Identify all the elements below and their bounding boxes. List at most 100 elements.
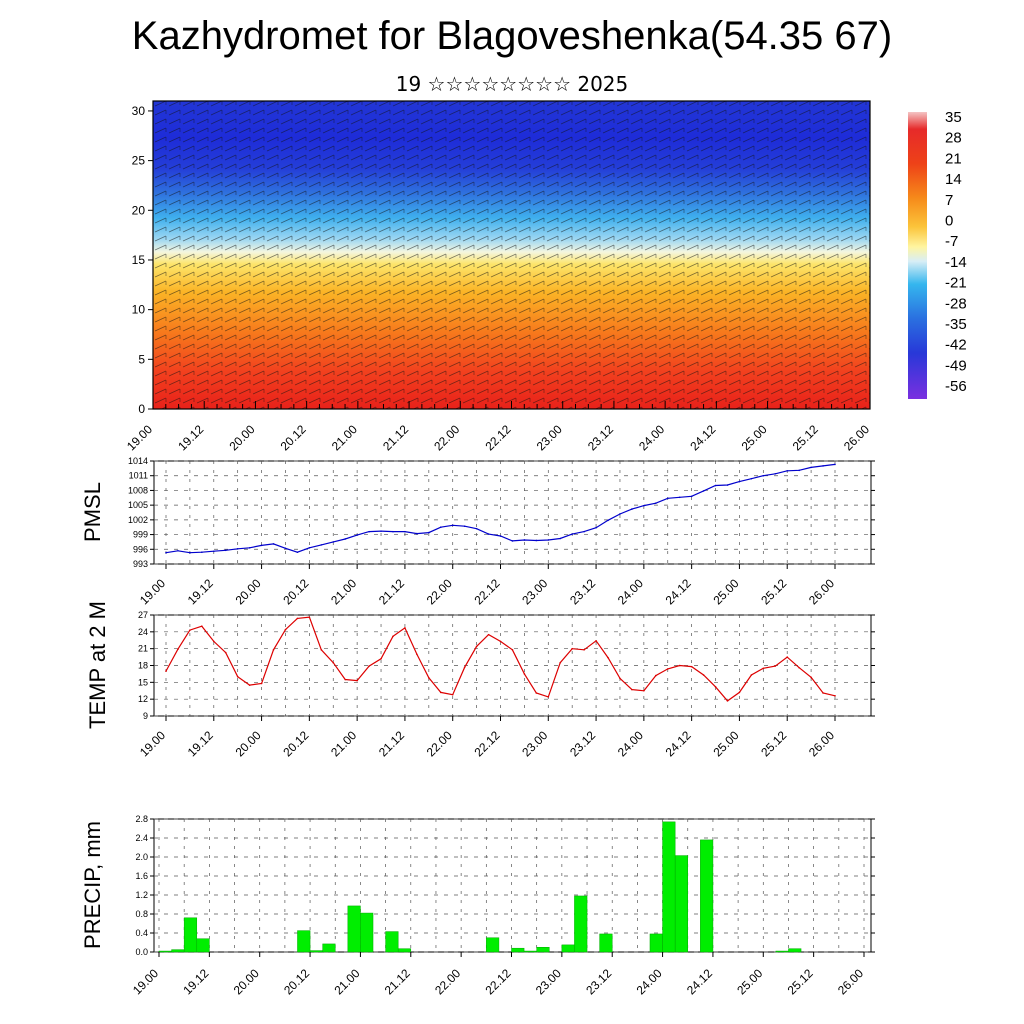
cross-section-ytick-label: 30	[132, 104, 146, 118]
temp-data-point	[439, 691, 442, 694]
precip-frame	[153, 818, 872, 953]
colorbar-label: 35	[945, 109, 962, 126]
temp-ytick-label: 18	[138, 661, 148, 671]
precip-xtick-label: 19.00	[130, 966, 161, 997]
temp-data-point	[224, 651, 227, 654]
temp-xtick-label: 23.00	[519, 728, 550, 759]
pmsl-data-point	[236, 547, 239, 550]
precip-ytick-label: 0.4	[135, 928, 148, 938]
temp-ytick-label: 9	[143, 711, 148, 721]
pmsl-data-point	[607, 519, 609, 522]
pmsl-ytick-label: 999	[133, 530, 148, 540]
pmsl-data-point	[774, 472, 777, 475]
precip-bar	[674, 855, 688, 953]
pmsl-data-point	[726, 484, 729, 486]
temp-data-point	[631, 688, 633, 691]
temp-data-point	[750, 674, 753, 676]
pmsl-data-point	[499, 535, 502, 537]
temp-data-point	[559, 661, 562, 664]
pmsl-xtick-label: 20.12	[280, 576, 311, 607]
pmsl-data-point	[248, 547, 251, 549]
temp-data-point	[547, 696, 550, 698]
pmsl-xtick-label: 22.12	[471, 576, 502, 607]
temp-data-point	[177, 648, 179, 651]
pmsl-xtick-label: 25.00	[710, 576, 741, 607]
precip-bar	[385, 931, 399, 953]
pmsl-data-point	[272, 543, 275, 545]
temp-data-point	[738, 691, 741, 694]
temp-data-point	[451, 693, 454, 696]
cross-section-xtick-label: 26.00	[841, 422, 872, 453]
colorbar-label: -35	[945, 316, 967, 333]
cross-section-xtick-label: 22.12	[482, 422, 513, 453]
pmsl-data-point	[332, 541, 335, 543]
temp-data-point	[404, 627, 406, 629]
temp-xtick-label: 22.00	[424, 728, 455, 759]
pmsl-data-point	[356, 534, 358, 536]
pmsl-xtick-label: 25.12	[758, 576, 789, 607]
cross-section-xtick-label: 25.00	[739, 422, 770, 453]
pmsl-data-point	[487, 533, 490, 535]
temperature-cross-section: 0 5 10 15 20 25 30 19.00 19.12 20.00 20.12 21.00 21…	[124, 100, 872, 453]
temp-xtick-label: 26.00	[806, 728, 837, 759]
temp-data-point	[607, 656, 609, 659]
pmsl-data-point	[416, 532, 418, 535]
pmsl-data-point	[619, 513, 621, 515]
cross-section-xtick-label: 23.12	[585, 422, 616, 453]
pmsl-xtick-label: 19.12	[185, 576, 216, 607]
cross-section-xtick-label: 25.12	[790, 422, 821, 453]
pmsl-ytick-label: 1002	[128, 515, 148, 525]
temp-data-point	[798, 666, 800, 669]
precip-ytick-label: 2.0	[135, 852, 148, 862]
temp-data-point	[619, 677, 621, 680]
precip-bar	[775, 950, 789, 953]
pmsl-data-point	[666, 497, 669, 500]
pmsl-ytick-label: 996	[133, 544, 148, 554]
precip-bar	[599, 933, 613, 953]
temp-data-point	[571, 647, 573, 650]
temp-xtick-label: 25.00	[710, 728, 741, 759]
pmsl-ytick-label: 993	[133, 559, 148, 569]
colorbar-label: -21	[945, 275, 967, 292]
temp-xtick-label: 20.12	[280, 728, 311, 759]
temp-xtick-label: 21.12	[376, 728, 407, 759]
pmsl-data-point	[678, 496, 681, 499]
colorbar-label: -42	[945, 337, 967, 354]
pmsl-data-point	[296, 551, 299, 554]
cross-section-ytick-label: 10	[132, 303, 146, 317]
pmsl-data-point	[786, 470, 789, 472]
pmsl-ytick-label: 1011	[129, 471, 148, 481]
pmsl-ytick-label: 1014	[128, 456, 148, 466]
temp-data-point	[666, 668, 669, 670]
precip-ytick-label: 1.6	[135, 871, 148, 881]
temp-xtick-label: 19.00	[137, 728, 168, 759]
temp-frame	[153, 614, 872, 717]
temp-xtick-label: 21.00	[328, 728, 359, 759]
temp-data-point	[499, 640, 502, 643]
temp-data-point	[822, 692, 824, 694]
precip-ylabel: PRECIP, mm	[80, 821, 105, 949]
temp-data-point	[774, 665, 777, 667]
temp-data-point	[189, 629, 191, 631]
precip-bar	[171, 949, 185, 953]
cross-section-xtick-label: 20.12	[278, 422, 309, 453]
precip-xtick-label: 23.00	[533, 966, 564, 997]
pmsl-panel: 1014 1011 1008 1005 1002 999 996 993 19.00 19.12…	[80, 456, 875, 607]
temp-data-point	[535, 692, 538, 694]
wind-barbs-field	[153, 101, 870, 409]
temp-ytick-label: 12	[138, 694, 148, 704]
pmsl-data-point	[201, 551, 203, 554]
pmsl-xtick-label: 23.00	[519, 576, 550, 607]
temp-data-point	[655, 674, 657, 677]
pmsl-data-point	[428, 531, 430, 534]
pmsl-data-point	[595, 526, 597, 529]
colorbar-gradient	[908, 112, 927, 399]
pmsl-data-point	[571, 533, 573, 535]
pmsl-data-point	[344, 538, 346, 540]
temp-data-point	[690, 665, 693, 668]
pmsl-data-point	[834, 463, 836, 466]
pmsl-xtick-label: 19.00	[137, 576, 168, 607]
pmsl-data-point	[284, 547, 287, 550]
precip-bar	[297, 930, 311, 953]
